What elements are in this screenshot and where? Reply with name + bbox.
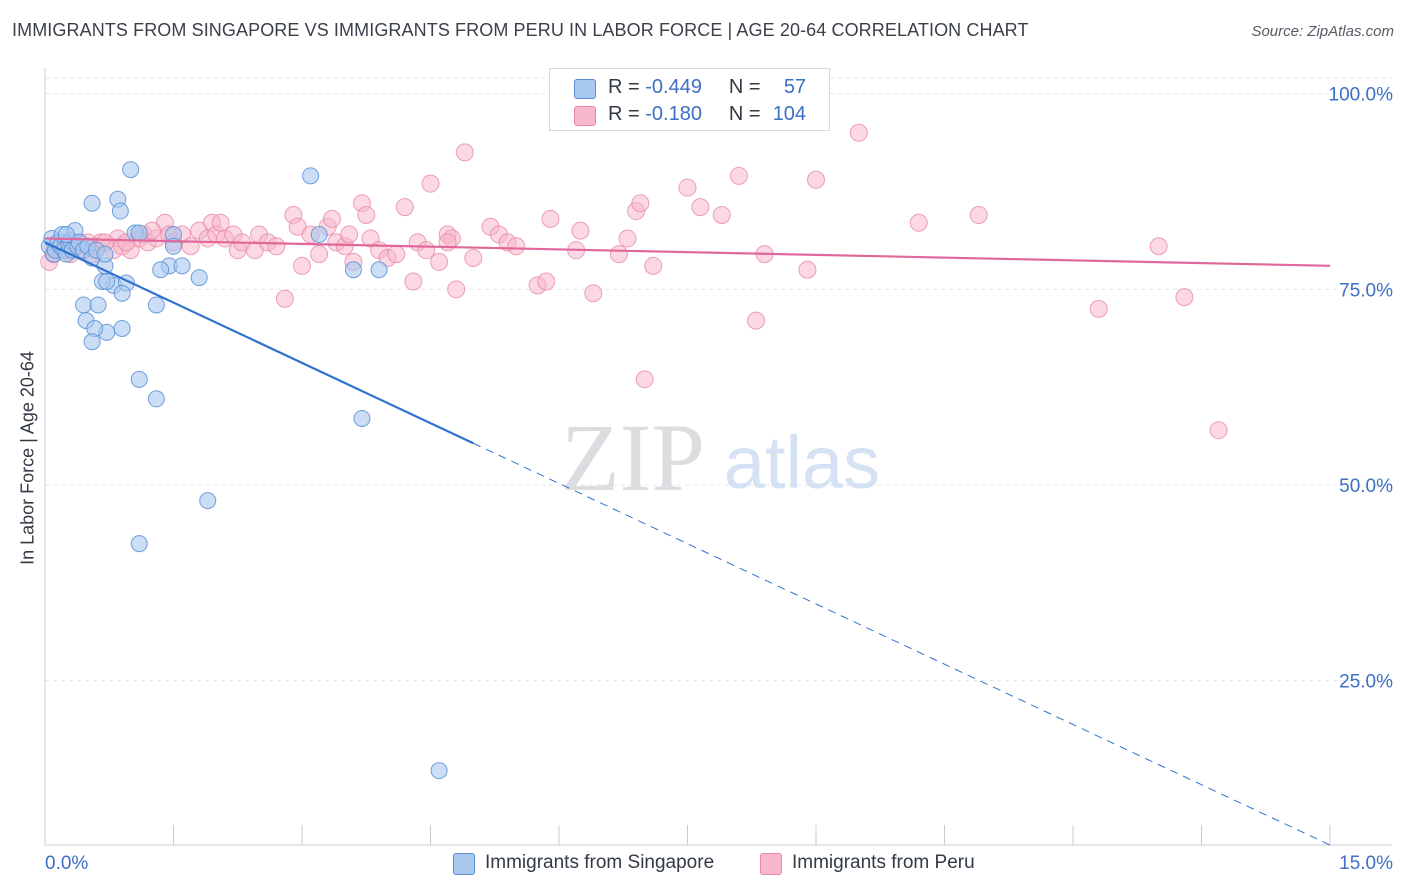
peru-point	[1175, 288, 1194, 307]
peru-point	[430, 252, 449, 271]
singapore-point	[430, 762, 448, 780]
chart-title: IMMIGRANTS FROM SINGAPORE VS IMMIGRANTS …	[12, 20, 1029, 40]
gridlines	[45, 77, 1392, 682]
peru-point	[447, 280, 466, 299]
peru-point	[1089, 299, 1108, 318]
peru-point	[1149, 237, 1168, 256]
peru-point	[340, 225, 359, 244]
singapore-point	[122, 161, 140, 179]
peru-legend-label: Immigrants from Peru	[792, 852, 975, 873]
peru-trend-line	[44, 237, 1331, 267]
peru-point	[584, 284, 603, 303]
singapore-point	[147, 296, 165, 314]
peru-swatch	[574, 106, 596, 126]
peru-point	[747, 311, 766, 330]
singapore-point	[83, 333, 101, 351]
peru-point	[455, 143, 474, 162]
x-tick-label: 15.0%	[1339, 853, 1393, 874]
y-tick-label: 100.0%	[1329, 85, 1394, 106]
peru-point	[438, 233, 457, 252]
peru-point	[571, 221, 590, 240]
peru-point	[609, 245, 628, 264]
singapore-legend-label: Immigrants from Singapore	[485, 852, 715, 873]
peru-point	[404, 272, 423, 291]
singapore-swatch	[574, 79, 596, 99]
singapore-legend-swatch	[453, 853, 475, 875]
peru-point	[631, 194, 650, 213]
peru-legend-swatch	[760, 853, 782, 875]
singapore-point	[130, 370, 148, 388]
peru-point	[267, 237, 286, 256]
peru-point	[541, 209, 560, 228]
x-tick-label: 0.0%	[45, 853, 88, 874]
singapore-point	[113, 284, 131, 302]
y-tick-label: 75.0%	[1339, 280, 1393, 301]
peru-point	[395, 198, 414, 217]
singapore-point	[130, 535, 148, 553]
peru-point	[618, 229, 637, 248]
peru-point	[357, 205, 376, 224]
peru-point	[275, 289, 294, 308]
singapore-point	[152, 261, 170, 279]
tick-labels: 25.0% 50.0% 75.0% 100.0% 0.0% 15.0%	[45, 85, 1393, 874]
singapore-point	[111, 202, 129, 220]
singapore-point	[302, 167, 320, 185]
singapore-point	[199, 492, 217, 510]
peru-point	[849, 123, 868, 142]
singapore-point	[147, 390, 165, 408]
singapore-point	[83, 194, 101, 212]
peru-point	[807, 170, 825, 189]
peru-point	[310, 245, 329, 264]
stats-legend: R = -0.449 N = 57 R = -0.180 N = 104	[549, 68, 830, 131]
peru-point	[969, 205, 988, 224]
peru-point	[387, 245, 406, 264]
singapore-point	[310, 226, 328, 244]
peru-points	[40, 123, 1228, 440]
peru-point	[798, 260, 817, 279]
singapore-point	[130, 224, 148, 242]
singapore-point	[98, 272, 116, 290]
peru-point	[507, 237, 526, 256]
singapore-point	[57, 226, 75, 244]
peru-point	[691, 198, 710, 217]
singapore-point	[75, 296, 93, 314]
watermark-atlas: atlas	[724, 421, 880, 504]
peru-point	[644, 256, 663, 275]
singapore-point	[113, 319, 131, 337]
peru-point	[322, 209, 341, 228]
peru-stats: R = -0.180 N = 104	[608, 103, 807, 125]
singapore-point	[190, 269, 208, 287]
peru-point	[181, 237, 200, 256]
peru-point	[464, 249, 483, 268]
peru-point	[421, 174, 440, 193]
peru-point	[1209, 421, 1228, 440]
peru-point	[678, 178, 697, 197]
source-label: Source: ZipAtlas.com	[1251, 23, 1394, 40]
singapore-trend-line	[44, 241, 474, 445]
peru-point	[293, 256, 311, 275]
axes	[44, 68, 1392, 846]
singapore-point	[353, 409, 371, 427]
peru-point	[729, 166, 748, 185]
peru-point	[909, 213, 928, 232]
peru-point	[211, 213, 230, 232]
peru-point	[417, 241, 436, 260]
singapore-point	[370, 261, 388, 279]
singapore-point	[173, 257, 191, 275]
y-tick-label: 50.0%	[1339, 476, 1393, 497]
y-tick-label: 25.0%	[1339, 672, 1393, 693]
peru-point	[537, 272, 556, 291]
peru-point	[712, 205, 731, 224]
watermark-zip: ZIP	[561, 404, 705, 511]
singapore-point	[344, 261, 362, 279]
singapore-point	[89, 296, 107, 314]
singapore-stats: R = -0.449 N = 57	[608, 76, 807, 98]
singapore-trend-extension	[473, 442, 1331, 846]
trend-lines	[44, 237, 1331, 846]
singapore-point	[96, 245, 114, 263]
peru-point	[635, 370, 654, 389]
